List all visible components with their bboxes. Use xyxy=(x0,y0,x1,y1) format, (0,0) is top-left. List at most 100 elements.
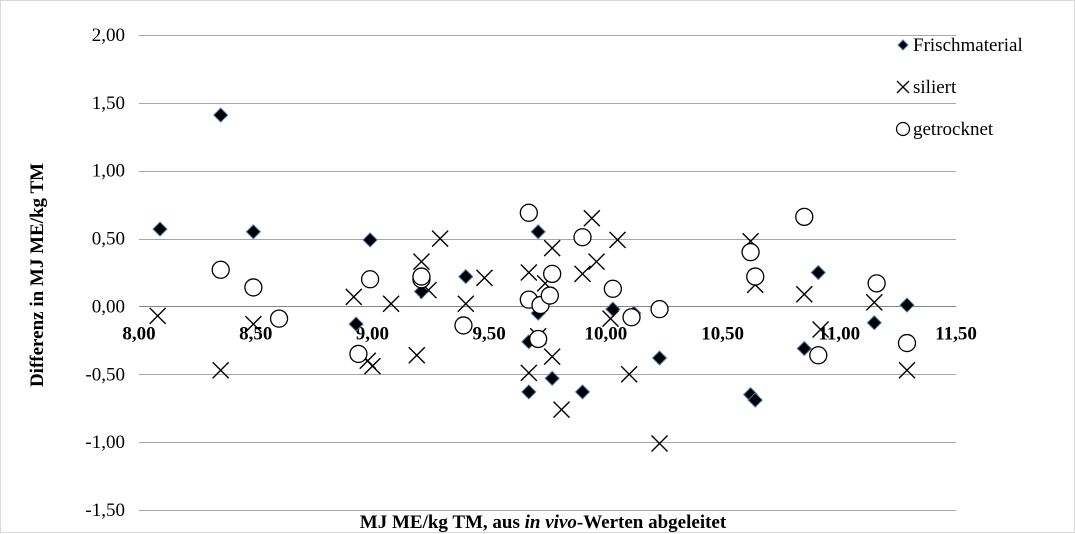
series-getrocknet xyxy=(211,203,917,365)
point-frischmaterial xyxy=(796,340,812,357)
y-axis-title: Differenz in MJ ME/kg TM xyxy=(27,163,48,387)
point-frischmaterial xyxy=(899,297,915,313)
point-getrocknet xyxy=(741,242,760,262)
legend-label: siliert xyxy=(913,77,957,98)
x-tick-label: 11,00 xyxy=(818,323,860,344)
point-siliert xyxy=(475,269,493,287)
point-getrocknet xyxy=(897,333,917,353)
y-tick-label: 2,00 xyxy=(92,25,125,46)
legend-marker xyxy=(896,80,910,94)
x-axis-title: MJ ME/kg TM, aus in vivo-Werten abgeleit… xyxy=(360,512,727,533)
x-tick-label: 11,50 xyxy=(935,323,977,344)
point-siliert xyxy=(865,293,883,311)
point-siliert xyxy=(408,346,426,364)
y-tick-label: -0,50 xyxy=(85,364,125,385)
point-siliert xyxy=(543,239,561,257)
point-siliert xyxy=(651,435,669,452)
point-siliert xyxy=(382,295,400,313)
point-frischmaterial xyxy=(605,301,621,317)
legend-label: Frischmaterial xyxy=(913,35,1023,56)
y-tick-label: -1,00 xyxy=(85,432,125,453)
point-frischmaterial xyxy=(530,224,546,240)
point-getrocknet xyxy=(867,274,886,293)
point-siliert xyxy=(898,361,916,379)
point-getrocknet xyxy=(454,316,473,335)
point-siliert xyxy=(609,231,627,249)
point-getrocknet xyxy=(650,299,669,319)
point-siliert xyxy=(212,361,230,379)
point-siliert xyxy=(543,348,561,366)
point-frischmaterial xyxy=(245,224,262,240)
point-siliert xyxy=(795,285,813,303)
point-getrocknet xyxy=(746,267,765,286)
x-tick-label: 9,50 xyxy=(473,323,506,344)
point-frischmaterial xyxy=(212,107,229,123)
point-getrocknet xyxy=(360,270,380,289)
x-tick-label: 10,00 xyxy=(584,323,627,344)
point-getrocknet xyxy=(244,278,263,297)
point-getrocknet xyxy=(795,207,814,227)
point-siliert xyxy=(553,401,571,419)
point-frischmaterial xyxy=(413,283,430,300)
point-siliert xyxy=(574,265,592,283)
x-tick-label: 8,00 xyxy=(122,323,155,344)
point-getrocknet xyxy=(543,264,562,284)
x-axis-title-part: MJ ME/kg TM, aus xyxy=(360,512,525,533)
x-axis-title-part: -Werten abgeleitet xyxy=(577,512,727,533)
point-getrocknet xyxy=(573,228,592,247)
point-getrocknet xyxy=(349,344,368,364)
legend-item: Frischmaterial xyxy=(897,35,1023,56)
legend: Frischmaterial siliert getrocknet xyxy=(895,35,1023,140)
point-frischmaterial xyxy=(574,384,591,400)
point-frischmaterial xyxy=(458,268,474,285)
y-tick-label: -1,50 xyxy=(85,500,125,521)
y-tick-label: 0,00 xyxy=(92,296,125,317)
point-siliert xyxy=(602,310,620,328)
data-points xyxy=(149,107,917,452)
point-frischmaterial xyxy=(544,370,560,387)
point-siliert xyxy=(588,253,606,271)
x-axis-title-part: in vivo xyxy=(525,512,577,533)
point-getrocknet xyxy=(529,329,548,349)
x-tick-label: 9,00 xyxy=(356,323,389,344)
point-frischmaterial xyxy=(362,232,378,248)
point-siliert xyxy=(345,288,363,306)
point-siliert xyxy=(583,209,601,227)
point-frischmaterial xyxy=(651,350,668,366)
y-tick-label: 1,50 xyxy=(92,93,125,114)
point-siliert xyxy=(412,253,430,271)
point-siliert xyxy=(363,357,381,375)
point-getrocknet xyxy=(622,308,641,327)
y-tick-labels: 2,00 1,50 1,00 0,50 0,00 -0,50 -1,00 -1,50 xyxy=(85,25,125,521)
point-getrocknet xyxy=(809,346,828,365)
y-tick-label: 1,00 xyxy=(92,161,125,182)
point-frischmaterial xyxy=(810,264,826,281)
point-siliert xyxy=(431,230,449,248)
point-siliert xyxy=(812,321,830,338)
x-tick-labels: 8,00 8,50 9,00 9,50 10,00 10,50 11,00 11,50 xyxy=(122,323,976,344)
legend-item: getrocknet xyxy=(895,119,994,140)
point-siliert xyxy=(620,365,638,383)
point-getrocknet xyxy=(603,279,623,298)
point-getrocknet xyxy=(519,203,538,222)
point-getrocknet xyxy=(412,267,431,286)
legend-item: siliert xyxy=(896,77,957,98)
legend-label: getrocknet xyxy=(913,119,994,140)
point-siliert xyxy=(457,295,475,313)
series-frischmaterial xyxy=(152,107,915,408)
y-tick-label: 0,50 xyxy=(92,229,125,250)
legend-marker xyxy=(897,39,909,51)
point-frischmaterial xyxy=(152,221,168,237)
point-frischmaterial xyxy=(866,315,883,331)
point-siliert xyxy=(244,315,262,333)
point-siliert xyxy=(520,364,538,382)
point-getrocknet xyxy=(211,260,230,279)
point-frischmaterial xyxy=(747,392,763,408)
point-frischmaterial xyxy=(348,316,364,332)
point-frischmaterial xyxy=(521,384,537,400)
x-tick-label: 8,50 xyxy=(239,323,272,344)
point-siliert xyxy=(149,307,167,325)
legend-marker xyxy=(895,121,911,137)
